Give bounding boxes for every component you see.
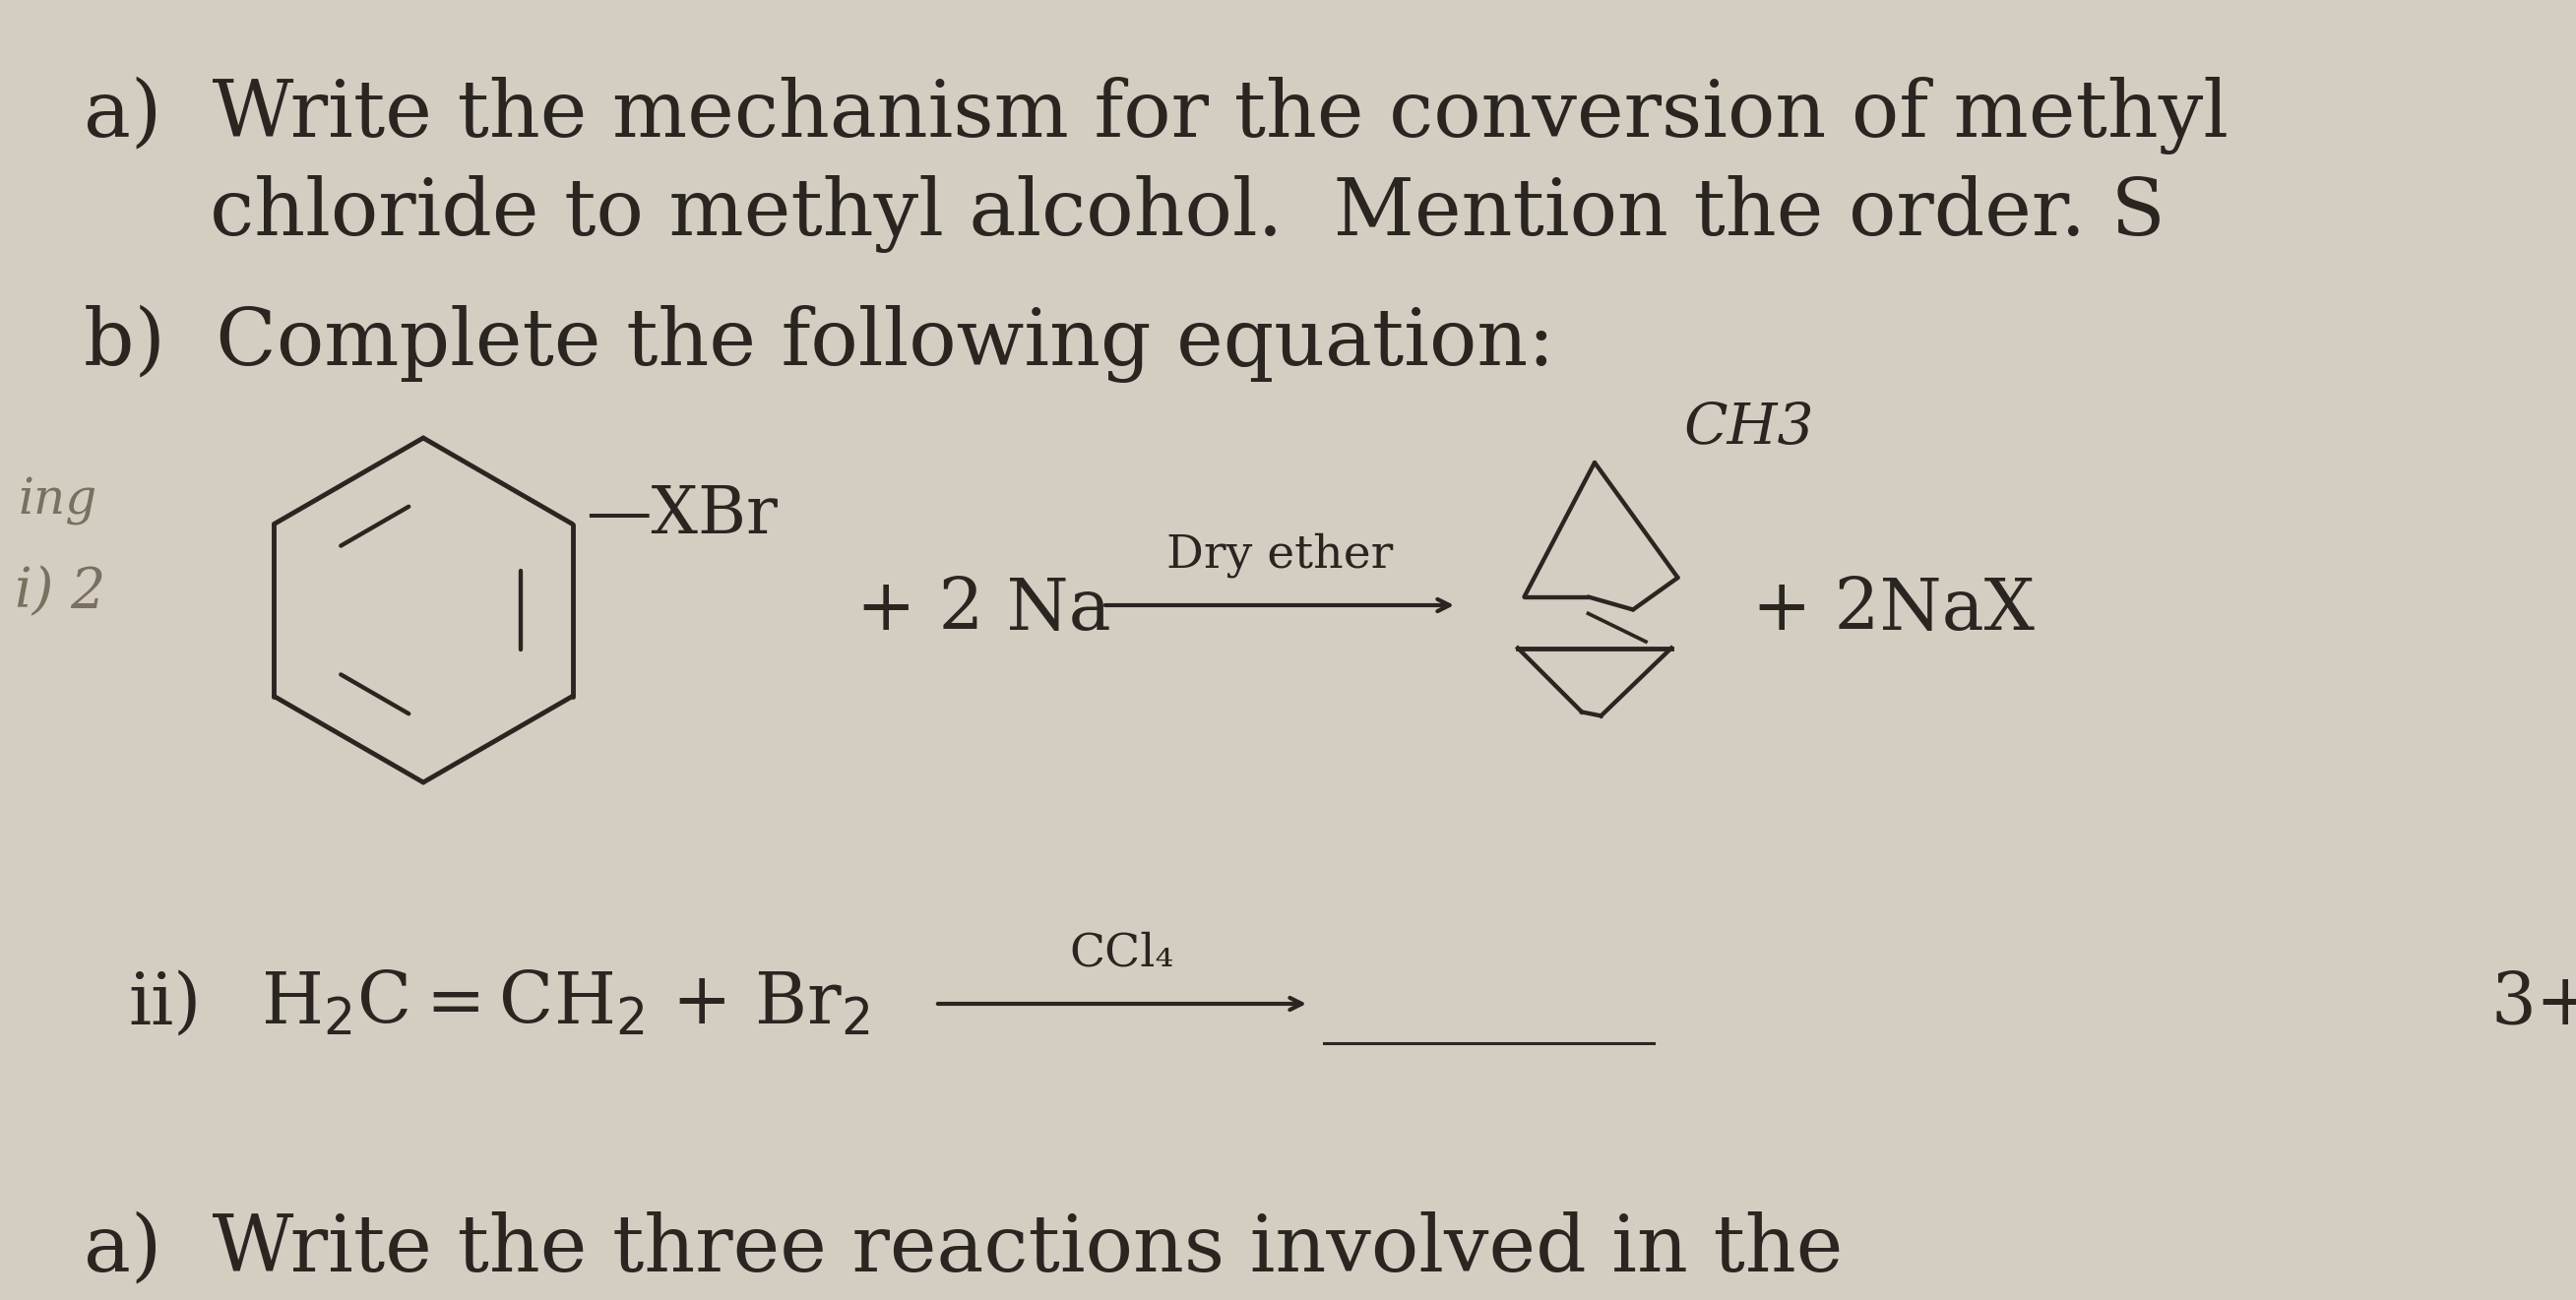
Text: CCl₄: CCl₄	[1069, 932, 1175, 976]
Text: ii): ii)	[129, 968, 201, 1039]
Text: Dry ether: Dry ether	[1167, 533, 1394, 577]
Text: a)  Write the three reactions involved in the: a) Write the three reactions involved in…	[82, 1210, 1842, 1287]
Text: + 2NaX: + 2NaX	[1752, 576, 2035, 645]
Text: i) 2: i) 2	[15, 566, 106, 620]
Text: a)  Write the mechanism for the conversion of methyl: a) Write the mechanism for the conversio…	[82, 77, 2228, 155]
Text: H$_2$C$=$CH$_2$ + Br$_2$: H$_2$C$=$CH$_2$ + Br$_2$	[260, 968, 871, 1039]
Text: b)  Complete the following equation:: b) Complete the following equation:	[82, 306, 1556, 384]
Text: CH3: CH3	[1685, 400, 1814, 456]
Text: chloride to methyl alcohol.  Mention the order. S: chloride to methyl alcohol. Mention the …	[82, 176, 2166, 254]
Text: —XBr: —XBr	[585, 484, 778, 547]
Text: + 2 Na: + 2 Na	[855, 576, 1110, 645]
Text: 3+2: 3+2	[2491, 968, 2576, 1039]
Text: ing: ing	[18, 477, 98, 527]
